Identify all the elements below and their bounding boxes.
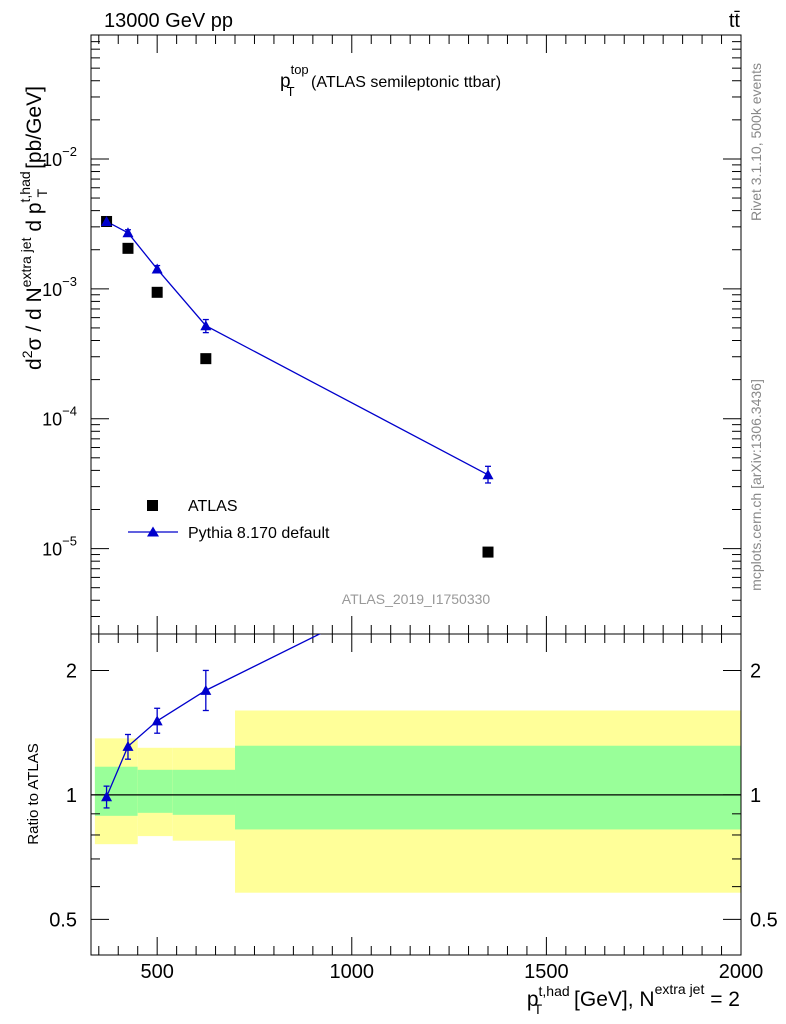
x-tick-label: 500 [140,961,173,983]
atlas-point [200,353,212,365]
atlas-point [122,242,134,254]
ratio-pythia-point [101,791,113,802]
rivet-version-label: Rivet 3.1.10, 500k events [748,63,764,221]
main-title: ptop T (ATLAS semileptonic ttbar) [280,62,501,99]
ratio-y-axis-label: Ratio to ATLAS [25,743,42,844]
main-data-layer [101,215,494,558]
analysis-watermark: ATLAS_2019_I1750330 [342,591,491,607]
ratio-y-tick-label-right: 2 [750,660,761,682]
x-tick-label: 1000 [330,961,375,983]
ratio-y-tick-label: 1 [66,785,77,807]
ratio-uncertainty-bands [94,710,741,893]
process-label: tt̄ [729,10,741,32]
main-y-tick-label: 10−2 [42,144,77,170]
ratio-band-inner [137,769,173,813]
x-tick-label: 1500 [524,961,569,983]
legend-atlas-marker [147,500,158,511]
mcplots-label: mcplots.cern.ch [arXiv:1306.3436] [748,379,764,591]
ratio-pythia-point [151,715,163,726]
pythia-line [106,220,489,476]
main-y-axis-label: d2σ / d Nextra jet d pt,hadT [pb/GeV] [17,86,50,370]
pythia-point [200,320,212,331]
x-ticks: 500 1000 1500 2000 [98,35,764,983]
main-y-tick-label: 10−3 [42,274,77,300]
x-axis-label: pt,had T [GeV], Nextra jet = 2 [527,981,740,1017]
pythia-point [122,227,134,238]
ratio-y-ticks: 0.5 0.5 1 1 2 2 [49,660,778,931]
main-panel-frame [90,34,742,635]
ratio-band-inner [235,745,741,830]
x-tick-label: 2000 [719,961,764,983]
energy-label: 13000 GeV pp [104,10,233,32]
ratio-y-tick-label-right: 0.5 [750,909,778,931]
ratio-data-layer [91,634,741,809]
ratio-y-tick-label-right: 1 [750,785,761,807]
main-y-tick-label: 10−4 [42,404,77,430]
main-y-ticks: 10−5 10−4 10−3 10−2 [42,34,741,618]
pythia-point [101,215,113,226]
ratio-pythia-point [122,740,134,751]
ratio-y-tick-label: 2 [66,660,77,682]
pythia-point [482,469,494,480]
legend: ATLAS Pythia 8.170 default [128,498,330,542]
main-y-tick-label: 10−5 [42,534,77,560]
ratio-pythia-point [200,684,212,695]
atlas-point [151,286,163,298]
ratio-y-tick-label: 0.5 [49,909,77,931]
legend-pythia-label: Pythia 8.170 default [188,525,330,542]
legend-atlas-label: ATLAS [188,498,238,515]
pythia-point [151,263,163,274]
legend-pythia-marker [147,526,159,537]
ratio-band-inner [172,769,236,815]
atlas-point [482,546,494,558]
